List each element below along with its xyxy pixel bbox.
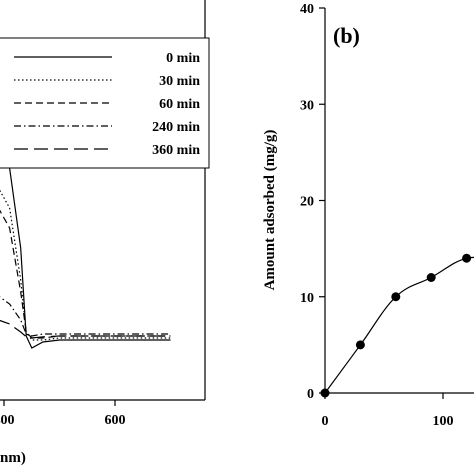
panel-a-series-line-2	[0, 209, 171, 339]
panel-b-y-tick-label: 40	[300, 2, 314, 17]
panel-a-x-axis-label: nm)	[0, 450, 26, 466]
panel-b-series	[320, 253, 474, 398]
panel-b-series-line	[324, 256, 474, 394]
panel-b-data-point	[462, 253, 472, 263]
panel-b-y-tick-label: 10	[300, 291, 314, 306]
panel-b-y-ticks: 0 10 20 30 40	[300, 2, 325, 402]
panel-a-legend: 0 min 30 min 60 min 240 min 360 min	[0, 37, 210, 169]
panel-b-x-ticks: 0 100	[322, 393, 454, 429]
panel-a-x-tick-label: 600	[105, 413, 126, 428]
panel-a-series-line-3	[0, 296, 171, 337]
panel-b-data-point	[391, 292, 401, 302]
panel-b-adsorption: 0 10 20 30 40 0 100 (b) Amount adsorbed (mg/g…	[262, 2, 474, 429]
panel-b-y-tick-label: 0	[307, 387, 314, 402]
legend-label-1: 30 min	[159, 74, 200, 89]
panel-b-x-tick-label: 100	[433, 414, 454, 429]
panel-a-series-line-1	[0, 189, 171, 341]
panel-a-x-tick-label: 400	[0, 413, 15, 428]
panel-b-data-point	[320, 388, 330, 398]
panel-a-series	[0, 142, 171, 349]
panel-b-x-tick-label: 0	[322, 414, 329, 429]
legend-label-4: 360 min	[152, 143, 200, 158]
legend-label-2: 60 min	[159, 97, 200, 112]
panel-b-y-tick-label: 20	[300, 195, 314, 210]
panel-a-series-line-0	[0, 142, 171, 349]
panel-a-x-tick-labels: 400 600	[0, 413, 126, 428]
panel-b-data-point	[355, 340, 365, 350]
legend-label-3: 240 min	[152, 120, 200, 135]
panel-a-x-ticks	[3, 400, 116, 406]
panel-b-y-tick-label: 30	[300, 98, 314, 113]
panel-b-y-axis-label: Amount adsorbed (mg/g)	[262, 130, 278, 291]
panel-b-data-point	[426, 273, 436, 282]
panel-b-label: (b)	[333, 23, 360, 48]
legend-label-0: 0 min	[166, 51, 200, 66]
panel-a-uv-spectra: 400 600 nm) 0 min 30 min 60 min 240 min 360 m…	[0, 0, 210, 466]
